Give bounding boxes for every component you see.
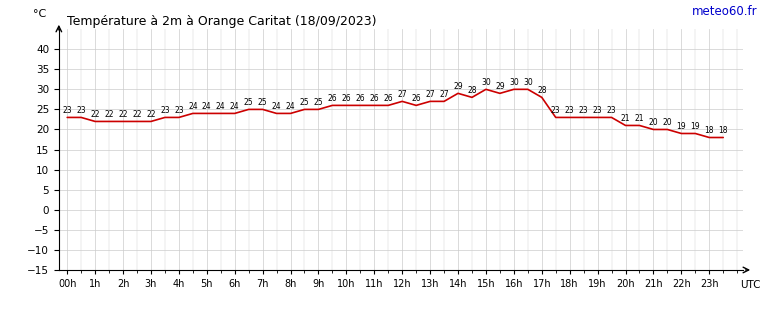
- Text: 18: 18: [705, 126, 714, 135]
- Text: 24: 24: [272, 102, 282, 111]
- Text: 24: 24: [285, 102, 295, 111]
- Text: 26: 26: [412, 93, 421, 103]
- Text: UTC: UTC: [740, 280, 760, 290]
- Text: 23: 23: [607, 106, 617, 115]
- Text: 30: 30: [481, 77, 491, 86]
- Text: 25: 25: [314, 98, 324, 107]
- Text: 23: 23: [160, 106, 170, 115]
- Text: 24: 24: [216, 102, 226, 111]
- Text: 21: 21: [620, 114, 630, 123]
- Text: meteo60.fr: meteo60.fr: [692, 5, 757, 18]
- Text: 22: 22: [146, 110, 156, 119]
- Text: 22: 22: [119, 110, 128, 119]
- Text: 25: 25: [244, 98, 253, 107]
- Text: 29: 29: [453, 82, 463, 91]
- Text: Température à 2m à Orange Caritat (18/09/2023): Température à 2m à Orange Caritat (18/09…: [59, 15, 376, 28]
- Text: 27: 27: [425, 90, 435, 99]
- Text: 26: 26: [369, 93, 379, 103]
- Text: 23: 23: [579, 106, 588, 115]
- Text: 25: 25: [300, 98, 309, 107]
- Text: 30: 30: [523, 77, 532, 86]
- Text: 19: 19: [691, 122, 700, 131]
- Text: 23: 23: [565, 106, 575, 115]
- Text: 26: 26: [341, 93, 351, 103]
- Text: 22: 22: [132, 110, 142, 119]
- Text: 24: 24: [202, 102, 212, 111]
- Text: 26: 26: [327, 93, 337, 103]
- Text: 25: 25: [258, 98, 268, 107]
- Text: 28: 28: [537, 85, 546, 94]
- Text: 23: 23: [551, 106, 561, 115]
- Text: 26: 26: [383, 93, 393, 103]
- Text: 29: 29: [495, 82, 505, 91]
- Text: 21: 21: [635, 114, 644, 123]
- Text: 24: 24: [230, 102, 239, 111]
- Text: 19: 19: [676, 122, 686, 131]
- Text: 28: 28: [467, 85, 477, 94]
- Text: 22: 22: [90, 110, 100, 119]
- Text: 18: 18: [718, 126, 728, 135]
- Text: 24: 24: [188, 102, 197, 111]
- Text: 20: 20: [649, 118, 658, 127]
- Text: 26: 26: [356, 93, 365, 103]
- Text: 27: 27: [397, 90, 407, 99]
- Text: 23: 23: [76, 106, 86, 115]
- Text: 27: 27: [439, 90, 449, 99]
- Text: 23: 23: [174, 106, 184, 115]
- Y-axis label: °C: °C: [33, 10, 47, 20]
- Text: 30: 30: [509, 77, 519, 86]
- Text: 22: 22: [104, 110, 114, 119]
- Text: 20: 20: [662, 118, 672, 127]
- Text: 23: 23: [593, 106, 602, 115]
- Text: 23: 23: [63, 106, 72, 115]
